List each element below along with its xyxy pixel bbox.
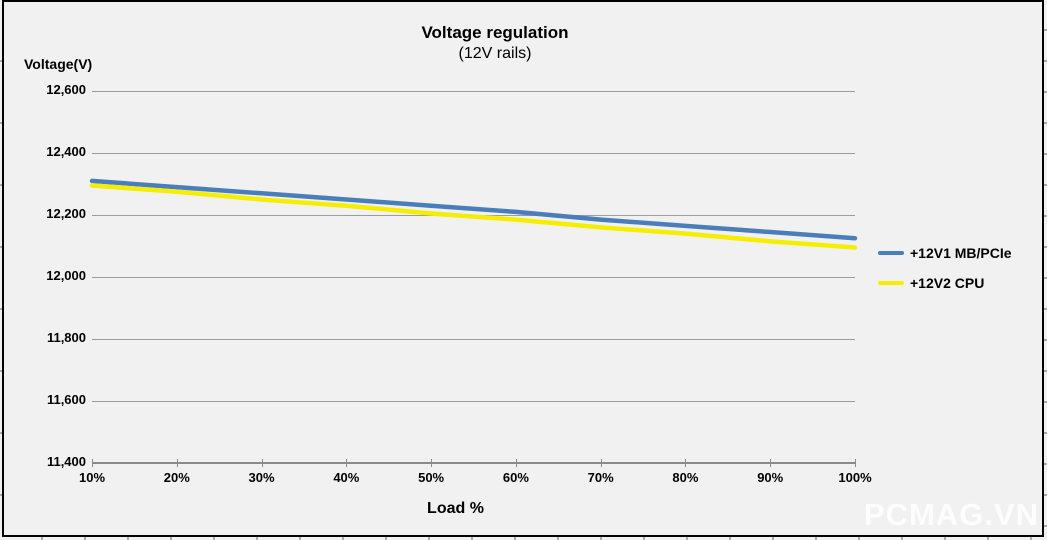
x-tick <box>346 459 348 467</box>
chart-subtitle: (12V rails) <box>458 45 532 63</box>
x-tick-label: 30% <box>248 470 275 485</box>
x-tick-label: 100% <box>838 470 872 485</box>
x-tick-label: 20% <box>163 470 190 485</box>
y-tick-label: 12,600 <box>46 82 86 97</box>
legend-label: +12V2 CPU <box>910 275 985 291</box>
x-tick-label: 70% <box>587 470 614 485</box>
edge-ticks-bottom <box>0 537 1047 540</box>
edge-ticks-right <box>1044 0 1047 540</box>
edge-ticks-left <box>0 0 3 540</box>
y-tick-label: 12,200 <box>46 206 86 221</box>
legend-swatch <box>878 251 904 255</box>
y-tick-label: 11,400 <box>46 454 86 469</box>
legend-label: +12V1 MB/PCIe <box>910 245 1012 261</box>
series-line <box>89 183 858 250</box>
legend: +12V1 MB/PCIe +12V2 CPU <box>878 238 1012 298</box>
y-grid-line <box>92 400 855 402</box>
x-tick <box>685 459 687 467</box>
x-tick-label: 60% <box>502 470 529 485</box>
x-axis-title: Load % <box>427 500 484 517</box>
y-grid-line <box>92 90 855 92</box>
y-tick-label: 11,600 <box>46 392 86 407</box>
x-tick <box>92 459 93 467</box>
x-tick <box>855 459 856 467</box>
legend-item: +12V2 CPU <box>878 268 1012 298</box>
y-tick-label: 11,800 <box>46 330 86 345</box>
x-tick-label: 40% <box>333 470 360 485</box>
x-tick-label: 90% <box>757 470 784 485</box>
chart-title-block: Voltage regulation (12V rails) <box>110 22 880 65</box>
watermark: PCMAG.VN <box>863 497 1039 532</box>
x-tick <box>261 459 263 467</box>
chart-title: Voltage regulation <box>421 23 569 42</box>
x-axis-line <box>92 462 855 464</box>
y-grid-line <box>92 338 855 340</box>
y-tick-label: 12,400 <box>46 144 86 159</box>
legend-item: +12V1 MB/PCIe <box>878 238 1012 268</box>
x-tick-label: 50% <box>418 470 445 485</box>
legend-swatch <box>878 281 904 285</box>
series-line <box>89 178 858 241</box>
y-axis-title: Voltage(V) <box>24 56 93 72</box>
x-tick <box>176 459 178 467</box>
y-grid-line <box>92 276 855 278</box>
x-tick-label: 80% <box>672 470 699 485</box>
y-grid-line <box>92 152 855 154</box>
x-tick <box>515 459 517 467</box>
y-tick-label: 12,000 <box>46 268 86 283</box>
x-tick <box>431 459 433 467</box>
x-tick-label: 10% <box>78 470 106 485</box>
x-tick <box>770 459 772 467</box>
x-tick <box>600 459 602 467</box>
